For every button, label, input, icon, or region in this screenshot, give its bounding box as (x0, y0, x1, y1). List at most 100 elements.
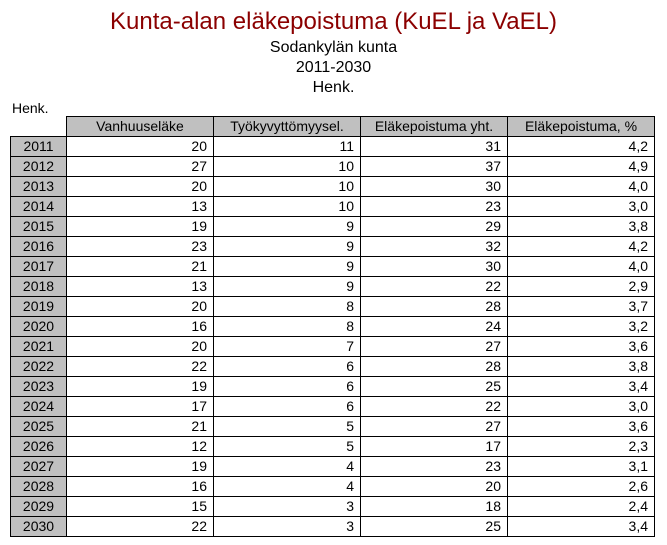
cell-value: 13 (67, 197, 214, 217)
cell-value: 2,9 (508, 277, 655, 297)
header-col-3: Eläkepoistuma, % (508, 117, 655, 137)
table-row: 2029153182,4 (11, 497, 655, 517)
cell-value: 4 (214, 457, 361, 477)
cell-year: 2023 (11, 377, 67, 397)
cell-value: 23 (361, 457, 508, 477)
table-body: 20112011314,220122710374,920132010304,02… (11, 137, 655, 537)
page-title: Kunta-alan eläkepoistuma (KuEL ja VaEL) (6, 8, 661, 36)
cell-value: 3,4 (508, 377, 655, 397)
cell-year: 2012 (11, 157, 67, 177)
table-row: 2020168243,2 (11, 317, 655, 337)
table-row: 2027194233,1 (11, 457, 655, 477)
axis-label-left: Henk. (12, 100, 661, 116)
cell-value: 21 (67, 417, 214, 437)
cell-value: 3,2 (508, 317, 655, 337)
cell-value: 10 (214, 157, 361, 177)
table-row: 20132010304,0 (11, 177, 655, 197)
cell-value: 29 (361, 217, 508, 237)
cell-value: 10 (214, 177, 361, 197)
cell-value: 22 (361, 277, 508, 297)
cell-value: 3,6 (508, 337, 655, 357)
cell-value: 19 (67, 377, 214, 397)
cell-value: 20 (67, 337, 214, 357)
cell-value: 11 (214, 137, 361, 157)
cell-value: 3,7 (508, 297, 655, 317)
cell-value: 23 (361, 197, 508, 217)
cell-year: 2024 (11, 397, 67, 417)
cell-value: 2,4 (508, 497, 655, 517)
cell-value: 12 (67, 437, 214, 457)
table-row: 20141310233,0 (11, 197, 655, 217)
cell-year: 2028 (11, 477, 67, 497)
cell-value: 25 (361, 377, 508, 397)
cell-year: 2018 (11, 277, 67, 297)
cell-value: 27 (361, 337, 508, 357)
cell-year: 2027 (11, 457, 67, 477)
cell-value: 7 (214, 337, 361, 357)
table-row: 2017219304,0 (11, 257, 655, 277)
table-row: 2021207273,6 (11, 337, 655, 357)
cell-value: 6 (214, 357, 361, 377)
cell-value: 3,8 (508, 217, 655, 237)
cell-value: 9 (214, 217, 361, 237)
cell-value: 2,6 (508, 477, 655, 497)
cell-value: 3,0 (508, 397, 655, 417)
table-row: 2026125172,3 (11, 437, 655, 457)
table-row: 2016239324,2 (11, 237, 655, 257)
cell-value: 9 (214, 257, 361, 277)
cell-value: 8 (214, 297, 361, 317)
cell-value: 30 (361, 177, 508, 197)
cell-year: 2026 (11, 437, 67, 457)
cell-value: 19 (67, 217, 214, 237)
header-year-blank (11, 117, 67, 137)
cell-value: 4 (214, 477, 361, 497)
cell-value: 3,8 (508, 357, 655, 377)
cell-value: 5 (214, 417, 361, 437)
table-row: 2028164202,6 (11, 477, 655, 497)
cell-value: 25 (361, 517, 508, 537)
cell-value: 23 (67, 237, 214, 257)
cell-value: 15 (67, 497, 214, 517)
table-row: 2023196253,4 (11, 377, 655, 397)
cell-year: 2025 (11, 417, 67, 437)
table-row: 20122710374,9 (11, 157, 655, 177)
cell-value: 22 (67, 357, 214, 377)
cell-value: 3,4 (508, 517, 655, 537)
cell-value: 20 (361, 477, 508, 497)
cell-value: 4,0 (508, 257, 655, 277)
data-table: Vanhuuseläke Työkyvyttömyysel. Eläkepois… (10, 116, 655, 537)
cell-year: 2029 (11, 497, 67, 517)
cell-value: 2,3 (508, 437, 655, 457)
cell-value: 6 (214, 397, 361, 417)
cell-value: 37 (361, 157, 508, 177)
table-row: 2019208283,7 (11, 297, 655, 317)
table-row: 20112011314,2 (11, 137, 655, 157)
cell-year: 2017 (11, 257, 67, 277)
cell-value: 4,0 (508, 177, 655, 197)
cell-value: 20 (67, 177, 214, 197)
cell-year: 2020 (11, 317, 67, 337)
cell-value: 3,6 (508, 417, 655, 437)
cell-value: 17 (67, 397, 214, 417)
cell-value: 16 (67, 317, 214, 337)
cell-value: 27 (67, 157, 214, 177)
cell-year: 2015 (11, 217, 67, 237)
table-row: 2022226283,8 (11, 357, 655, 377)
cell-value: 3,1 (508, 457, 655, 477)
table-row: 2025215273,6 (11, 417, 655, 437)
cell-value: 18 (361, 497, 508, 517)
header-col-2: Eläkepoistuma yht. (361, 117, 508, 137)
subtitle-org: Sodankylän kunta (6, 38, 661, 58)
table-row: 2030223253,4 (11, 517, 655, 537)
header-col-1: Työkyvyttömyysel. (214, 117, 361, 137)
cell-year: 2013 (11, 177, 67, 197)
subtitle-unit: Henk. (6, 78, 661, 98)
cell-value: 3,0 (508, 197, 655, 217)
cell-year: 2019 (11, 297, 67, 317)
header-col-0: Vanhuuseläke (67, 117, 214, 137)
table-row: 2015199293,8 (11, 217, 655, 237)
cell-value: 10 (214, 197, 361, 217)
cell-value: 4,2 (508, 237, 655, 257)
cell-value: 3 (214, 497, 361, 517)
cell-year: 2016 (11, 237, 67, 257)
